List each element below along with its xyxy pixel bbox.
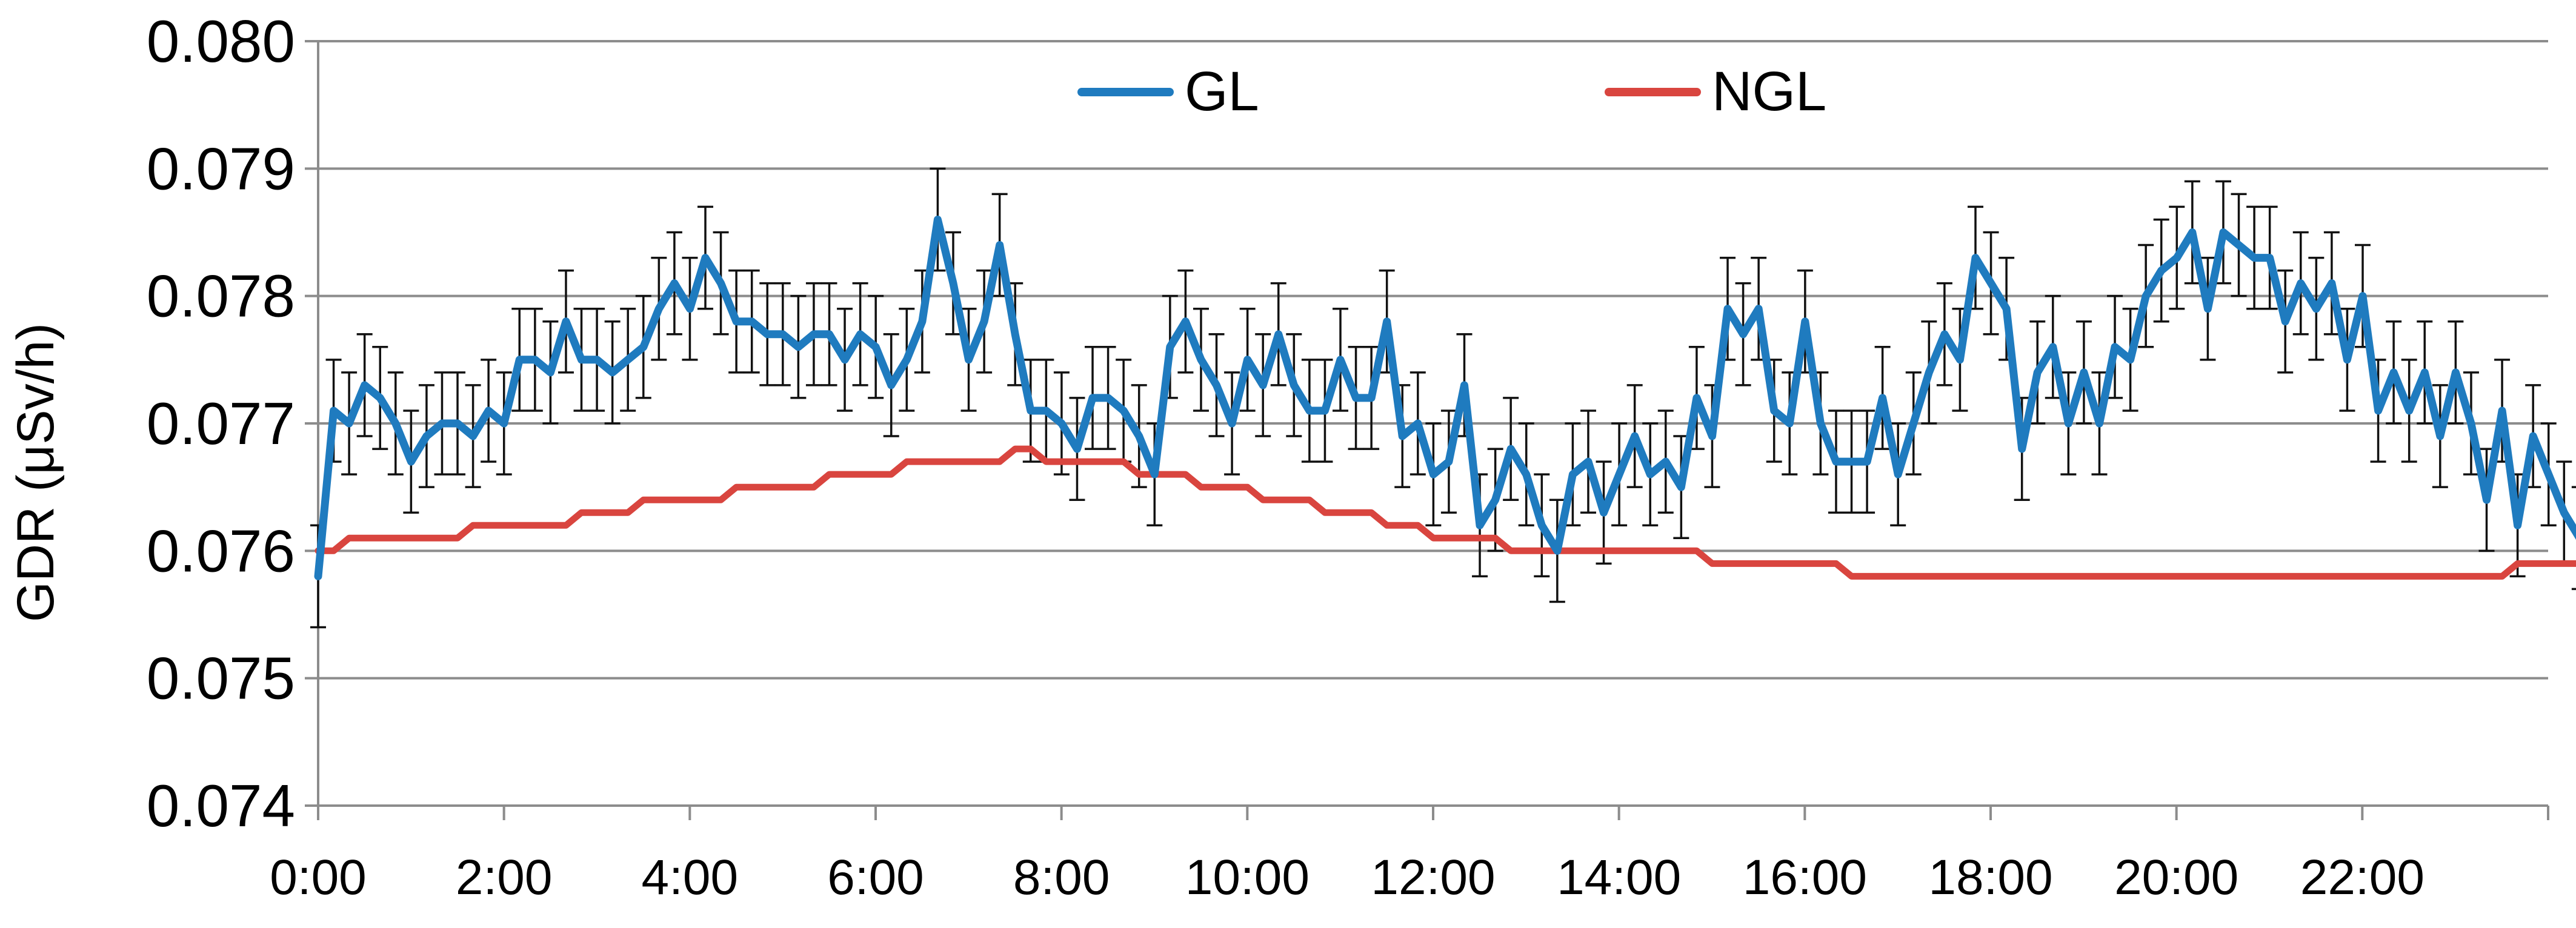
x-tick-label: 8:00 [1013, 850, 1110, 905]
legend-label-gl: GL [1185, 61, 1259, 122]
x-tick-label: 2:00 [456, 850, 553, 905]
x-tick-label: 6:00 [827, 850, 924, 905]
y-tick-label: 0.074 [147, 772, 295, 839]
x-tick-label: 0:00 [270, 850, 367, 905]
x-tick-label: 16:00 [1743, 850, 1867, 905]
x-tick-label: 18:00 [1928, 850, 2052, 905]
y-axis-title: GDR (μSv/h) [7, 323, 65, 622]
y-tick-label: 0.079 [147, 135, 295, 202]
tick-labels: 0.074 0.075 0.076 0.077 0.078 0.079 0.080 0:00 2… [147, 8, 2425, 905]
series-layer [314, 216, 2576, 580]
legend: GL NGL [1077, 61, 1826, 122]
y-tick-label: 0.077 [147, 390, 295, 457]
y-tick-label: 0.076 [147, 517, 295, 584]
x-tick-label: 4:00 [642, 850, 739, 905]
series-line-gl [314, 216, 2576, 580]
x-tick-label: 10:00 [1185, 850, 1310, 905]
legend-label-ngl: NGL [1712, 61, 1826, 122]
x-tick-label: 20:00 [2114, 850, 2238, 905]
x-tick-label: 22:00 [2300, 850, 2425, 905]
y-tick-label: 0.080 [147, 8, 295, 75]
y-tick-label: 0.078 [147, 263, 295, 330]
error-bars [310, 167, 2576, 629]
series-line-ngl [315, 445, 2576, 580]
x-tick-label: 14:00 [1557, 850, 1681, 905]
axis-layer [305, 40, 2549, 820]
y-tick-label: 0.075 [147, 645, 295, 712]
x-tick-label: 12:00 [1371, 850, 1495, 905]
